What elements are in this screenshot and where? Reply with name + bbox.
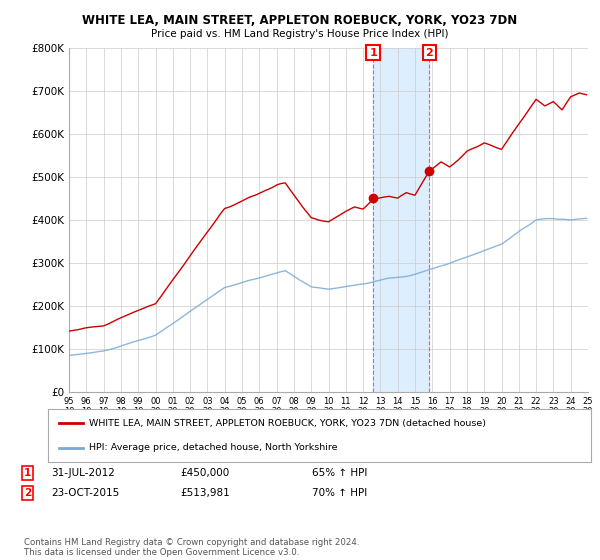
Text: 2: 2 (425, 48, 433, 58)
Text: 1: 1 (369, 48, 377, 58)
Text: 23-OCT-2015: 23-OCT-2015 (51, 488, 119, 498)
Text: Contains HM Land Registry data © Crown copyright and database right 2024.
This d: Contains HM Land Registry data © Crown c… (24, 538, 359, 557)
Text: £513,981: £513,981 (180, 488, 230, 498)
Text: WHITE LEA, MAIN STREET, APPLETON ROEBUCK, YORK, YO23 7DN (detached house): WHITE LEA, MAIN STREET, APPLETON ROEBUCK… (89, 419, 486, 428)
Text: Price paid vs. HM Land Registry's House Price Index (HPI): Price paid vs. HM Land Registry's House … (151, 29, 449, 39)
Text: £450,000: £450,000 (180, 468, 229, 478)
Text: HPI: Average price, detached house, North Yorkshire: HPI: Average price, detached house, Nort… (89, 443, 337, 452)
Text: WHITE LEA, MAIN STREET, APPLETON ROEBUCK, YORK, YO23 7DN: WHITE LEA, MAIN STREET, APPLETON ROEBUCK… (82, 14, 518, 27)
Text: 2: 2 (24, 488, 31, 498)
Text: 65% ↑ HPI: 65% ↑ HPI (312, 468, 367, 478)
Text: 70% ↑ HPI: 70% ↑ HPI (312, 488, 367, 498)
Bar (373, 48, 430, 392)
Text: 1: 1 (24, 468, 31, 478)
Text: 31-JUL-2012: 31-JUL-2012 (51, 468, 115, 478)
